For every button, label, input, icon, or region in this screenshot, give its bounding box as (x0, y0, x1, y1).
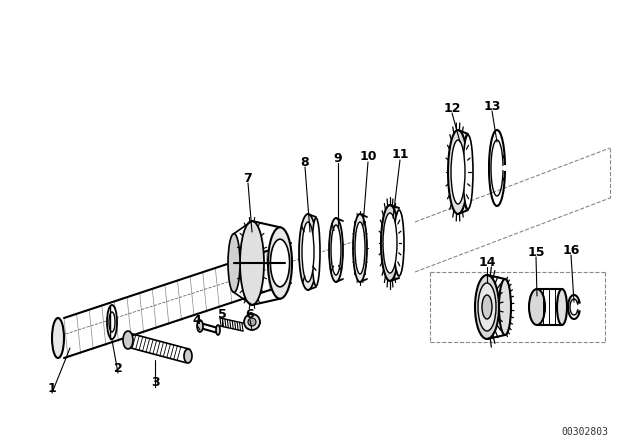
Ellipse shape (331, 225, 341, 275)
Ellipse shape (529, 289, 545, 325)
Ellipse shape (394, 210, 404, 276)
Ellipse shape (499, 279, 511, 335)
Ellipse shape (268, 227, 292, 299)
Ellipse shape (312, 218, 320, 286)
Text: 00302803: 00302803 (561, 427, 609, 437)
Ellipse shape (478, 283, 496, 331)
Text: 4: 4 (193, 314, 202, 327)
Ellipse shape (270, 239, 290, 287)
Text: 10: 10 (359, 151, 377, 164)
Text: 8: 8 (301, 155, 309, 168)
Ellipse shape (482, 295, 492, 319)
Ellipse shape (557, 289, 567, 325)
Ellipse shape (216, 325, 220, 335)
Ellipse shape (463, 135, 473, 209)
Text: 9: 9 (333, 151, 342, 164)
Ellipse shape (228, 233, 240, 293)
Ellipse shape (329, 218, 343, 282)
Text: 1: 1 (47, 382, 56, 395)
Ellipse shape (197, 320, 203, 332)
Text: 7: 7 (244, 172, 252, 185)
Ellipse shape (123, 331, 133, 349)
Ellipse shape (448, 130, 468, 214)
Circle shape (248, 318, 256, 326)
Ellipse shape (475, 275, 499, 339)
Ellipse shape (107, 305, 117, 339)
Ellipse shape (302, 222, 314, 282)
Text: 13: 13 (483, 99, 500, 112)
Text: 3: 3 (150, 375, 159, 388)
Ellipse shape (353, 214, 367, 282)
Ellipse shape (184, 349, 192, 363)
Text: 12: 12 (444, 102, 461, 115)
Ellipse shape (240, 221, 264, 305)
Text: 6: 6 (246, 309, 254, 322)
Text: 16: 16 (563, 244, 580, 257)
Ellipse shape (451, 140, 465, 204)
Text: 14: 14 (478, 255, 496, 268)
Ellipse shape (52, 318, 64, 358)
Text: 5: 5 (218, 309, 227, 322)
Circle shape (244, 314, 260, 330)
Text: 2: 2 (114, 362, 122, 375)
Text: 15: 15 (527, 246, 545, 258)
Ellipse shape (381, 205, 399, 281)
Text: 11: 11 (391, 148, 409, 161)
Ellipse shape (109, 312, 115, 332)
Ellipse shape (299, 214, 317, 290)
Ellipse shape (355, 222, 365, 274)
Ellipse shape (383, 213, 397, 273)
